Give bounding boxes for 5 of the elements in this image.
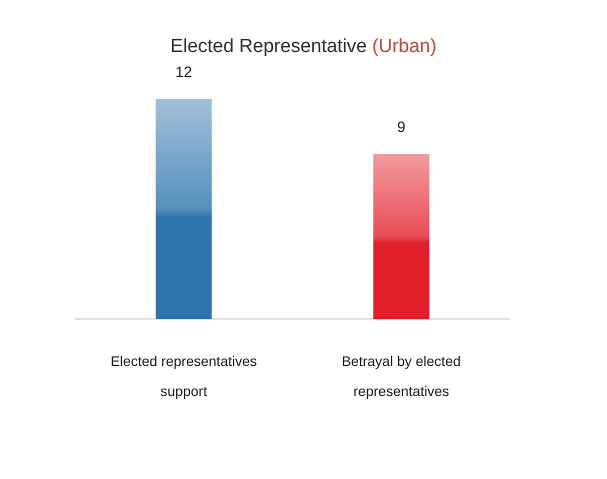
data-label: 12 bbox=[175, 64, 192, 81]
x-tick-label: Betrayal by elected representatives bbox=[342, 353, 461, 399]
data-label: 9 bbox=[397, 119, 406, 136]
chart-title: Elected Representative (Urban) bbox=[170, 36, 437, 57]
x-tick-label: Elected representatives support bbox=[110, 353, 257, 399]
